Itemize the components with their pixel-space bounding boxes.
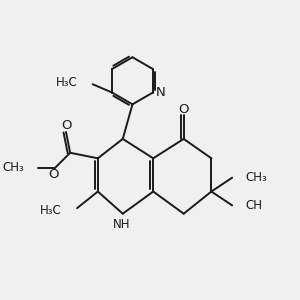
Text: H₃C: H₃C <box>56 76 77 89</box>
Text: O: O <box>178 103 189 116</box>
Text: O: O <box>48 168 59 181</box>
Text: O: O <box>61 119 71 132</box>
Text: N: N <box>156 86 166 99</box>
Text: NH: NH <box>112 218 130 231</box>
Text: CH₃: CH₃ <box>3 161 25 175</box>
Text: CH: CH <box>245 199 262 212</box>
Text: CH₃: CH₃ <box>245 171 267 184</box>
Text: H₃C: H₃C <box>40 204 62 217</box>
